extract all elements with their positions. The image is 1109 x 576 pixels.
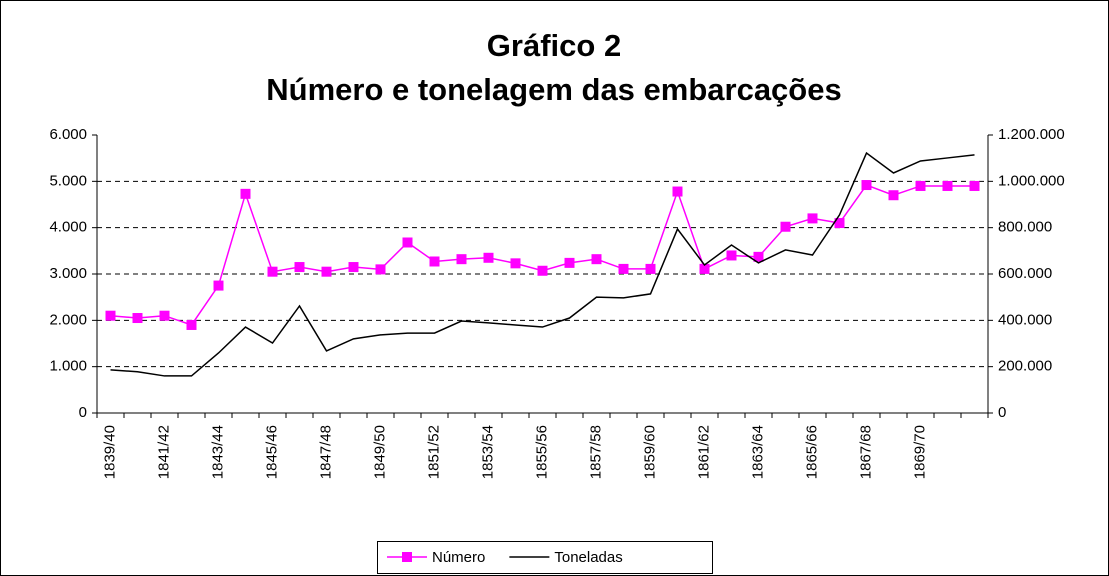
point-marker [213,280,224,291]
y-tick-label: 3.000 [49,265,87,282]
point-marker [375,264,386,275]
legend-marker [402,552,412,562]
point-marker [510,258,521,269]
chart-title: Número e tonelagem das embarcações [266,72,841,107]
series-line [110,151,975,377]
y2-tick-label: 1.000.000 [998,172,1065,189]
point-marker [105,310,116,321]
point-marker [240,188,251,199]
x-tick-label: 1861/62 [695,425,712,479]
point-marker [267,266,278,277]
point-marker [915,180,926,191]
point-marker [186,319,197,330]
point-marker [699,263,710,274]
y-tick-label: 6.000 [49,126,87,143]
point-marker [402,237,413,248]
point-marker [321,266,332,277]
x-tick-label: 1857/58 [587,425,604,479]
y2-tick-label: 400.000 [998,311,1052,328]
point-marker [483,252,494,263]
point-marker [132,313,143,324]
legend-label: Número [432,549,485,566]
y2-tick-label: 800.000 [998,219,1052,236]
y-tick-label: 0 [79,404,87,421]
chart-title: Gráfico 2 [487,28,621,63]
x-tick-label: 1841/42 [155,425,172,479]
point-marker [159,310,170,321]
x-tick-label: 1847/48 [317,425,334,479]
point-marker [672,186,683,197]
x-tick-label: 1853/54 [479,425,496,479]
point-marker [780,221,791,232]
point-marker [807,213,818,224]
point-marker [564,257,575,268]
y2-tick-label: 200.000 [998,358,1052,375]
y-tick-label: 4.000 [49,219,87,236]
y2-tick-label: 1.200.000 [998,126,1065,143]
x-tick-label: 1849/50 [371,425,388,479]
x-tick-label: 1843/44 [209,425,226,479]
point-marker [456,254,467,265]
legend-label: Toneladas [554,549,622,566]
point-marker [888,190,899,201]
point-marker [618,263,629,274]
x-tick-label: 1867/68 [857,425,874,479]
point-marker [834,218,845,229]
x-tick-label: 1855/56 [533,425,550,479]
x-tick-label: 1859/60 [641,425,658,479]
point-marker [645,263,656,274]
x-tick-label: 1839/40 [101,425,118,479]
point-marker [348,262,359,273]
y2-tick-label: 600.000 [998,265,1052,282]
x-tick-label: 1865/66 [803,425,820,479]
point-marker [942,180,953,191]
x-tick-label: 1869/70 [911,425,928,479]
y-tick-label: 5.000 [49,172,87,189]
x-tick-label: 1863/64 [749,425,766,479]
y-tick-label: 1.000 [49,358,87,375]
point-marker [591,254,602,265]
y-tick-label: 2.000 [49,311,87,328]
y2-tick-label: 0 [998,404,1006,421]
x-tick-label: 1851/52 [425,425,442,479]
point-marker [969,180,980,191]
point-marker [726,250,737,261]
point-marker [294,262,305,273]
point-marker [537,265,548,276]
point-marker [429,256,440,267]
x-tick-label: 1845/46 [263,425,280,479]
point-marker [861,180,872,191]
point-marker [753,251,764,262]
